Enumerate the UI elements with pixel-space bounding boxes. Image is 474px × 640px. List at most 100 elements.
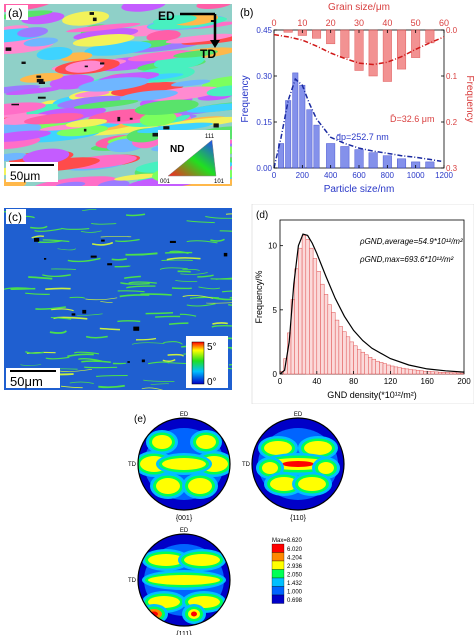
- pole-figures: (e) EDTD{001}EDTD{110}EDTD{111}Max=8.620…: [120, 408, 370, 635]
- y-left-axis-title: Frequency: [240, 75, 251, 122]
- gnd-bar: [309, 248, 313, 374]
- kam-boundary: [178, 271, 191, 272]
- pole-legend-level: 6.020: [287, 547, 303, 553]
- panel-label-e: (e): [134, 414, 146, 425]
- gnd-bar: [376, 361, 380, 374]
- x-tick-label: 0: [272, 171, 277, 180]
- panel-a: ED TD (a) 50μm ND 111 001 101: [0, 0, 236, 190]
- panel-label-b: (b): [240, 7, 253, 19]
- top-tick-label: 10: [297, 18, 307, 28]
- particle-bar: [300, 85, 305, 168]
- particle-bar: [426, 162, 435, 168]
- kam-colorbar: [192, 342, 204, 384]
- top-tick-label: 40: [382, 18, 392, 28]
- gnd-bar: [453, 373, 457, 374]
- panel-c: (c) 50μm 5° 0°: [0, 204, 236, 394]
- y-left-tick-label: 0.30: [256, 72, 272, 81]
- gnd-bar: [416, 370, 420, 374]
- y-axis-title: Frequency/%: [254, 270, 264, 323]
- x-tick-label: 160: [421, 377, 435, 386]
- gnd-bar: [321, 284, 325, 374]
- gnd-bar: [317, 271, 321, 374]
- top-tick-label: 30: [354, 18, 364, 28]
- ipf-void: [38, 97, 46, 99]
- pole-level-4: [196, 435, 216, 449]
- pole-td-label: TD: [128, 578, 137, 584]
- gnd-bar: [365, 355, 369, 374]
- gnd-bar: [438, 372, 442, 374]
- ipf-void: [37, 79, 44, 82]
- particle-bar: [286, 101, 291, 169]
- pole-figure-0: [134, 418, 234, 510]
- top-tick-label: 0: [271, 18, 276, 28]
- x-tick-label: 80: [349, 377, 358, 386]
- pole-legend-level: 2.050: [287, 573, 303, 579]
- pole-level-5: [191, 612, 197, 617]
- gnd-bar: [298, 248, 302, 374]
- panel-label-d: (d): [256, 210, 268, 221]
- gnd-bar: [413, 370, 417, 374]
- y-tick-label: 10: [268, 242, 277, 251]
- kam-void: [224, 253, 228, 257]
- ipf-void: [214, 123, 219, 127]
- grain-bar: [355, 30, 364, 71]
- particle-bar: [397, 159, 406, 168]
- pole-level-4: [262, 462, 278, 474]
- gnd-bar: [442, 372, 446, 374]
- particle-bar: [326, 144, 335, 169]
- kam-map: (c) 50μm 5° 0°: [0, 204, 236, 394]
- x-tick-label: 800: [381, 171, 395, 180]
- ipf-void: [22, 62, 26, 64]
- gnd-bar: [401, 368, 405, 374]
- pole-name: {111}: [176, 631, 192, 635]
- td-label: TD: [200, 47, 216, 61]
- kam-void: [133, 327, 139, 331]
- y-tick-label: 0: [273, 370, 278, 379]
- top-tick-label: 50: [411, 18, 421, 28]
- gnd-bar: [394, 367, 398, 374]
- kam-void: [107, 263, 112, 265]
- y-right-tick-label: 0.0: [446, 26, 458, 35]
- grain-bar: [341, 30, 350, 58]
- pole-ed-label: ED: [294, 412, 303, 418]
- gnd-bar: [446, 373, 450, 375]
- pole-level-4: [264, 441, 292, 455]
- x-tick-label: 200: [457, 377, 471, 386]
- y-right-tick-label: 0.1: [446, 72, 458, 81]
- pole-legend-swatch: [272, 553, 284, 562]
- pole-level-4: [162, 458, 206, 470]
- pole-level-4: [156, 478, 180, 494]
- grain-bar: [411, 30, 420, 58]
- gnd-bar: [339, 327, 343, 375]
- y-right-tick-label: 0.3: [446, 164, 458, 173]
- gnd-bar: [357, 350, 361, 374]
- gnd-bar: [343, 332, 347, 374]
- kam-boundary: [232, 352, 236, 354]
- pole-legend-swatch: [272, 561, 284, 570]
- pole-legend-level: 0.698: [287, 598, 303, 604]
- gnd-max-annotation: ρGND,max=693.6*10¹²/m²: [359, 255, 454, 264]
- y-right-tick-label: 0.2: [446, 118, 458, 127]
- gnd-bar: [354, 346, 358, 374]
- kam-colorbar-min: 0°: [207, 377, 217, 388]
- particle-annotation: d̄p=252.7 nm: [336, 132, 389, 142]
- scale-label-c: 50μm: [10, 374, 43, 389]
- gnd-bar: [313, 259, 317, 375]
- x-tick-label: 0: [278, 377, 283, 386]
- panel-label-c: (c): [8, 210, 22, 224]
- gnd-bar: [457, 373, 461, 374]
- gnd-bar: [324, 294, 328, 374]
- gnd-bar: [306, 239, 310, 374]
- grain-bar: [426, 30, 435, 43]
- ipf-legend-title: ND: [170, 144, 184, 155]
- gnd-bar: [335, 320, 339, 374]
- x-tick-label: 1000: [407, 171, 425, 180]
- pole-legend-swatch: [272, 570, 284, 579]
- y-left-tick-label: 0.00: [256, 164, 272, 173]
- x-axis-title: Particle size/nm: [324, 184, 395, 195]
- grain-annotation: D̄=32.6 μm: [390, 114, 434, 124]
- kam-colorbar-max: 5°: [207, 342, 217, 353]
- kam-void: [170, 241, 176, 243]
